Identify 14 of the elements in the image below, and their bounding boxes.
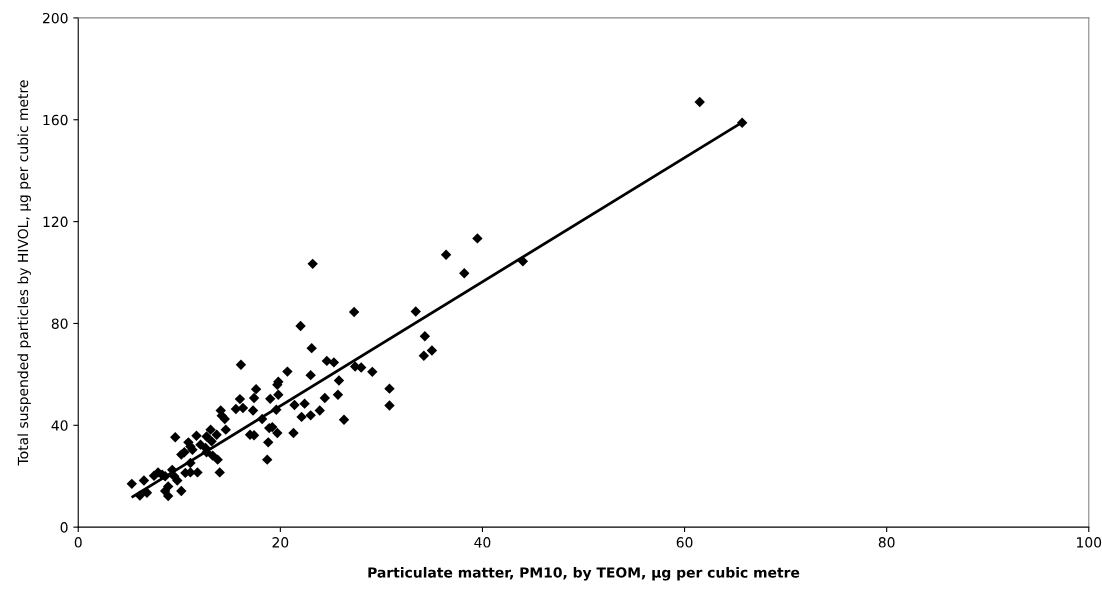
y-axis-title: Total suspended particles by HIVOL, µg per cubic metre xyxy=(17,80,31,466)
x-tick-label: 100 xyxy=(1077,537,1102,548)
x-tick-label: 80 xyxy=(878,537,895,548)
y-tick-label: 120 xyxy=(43,216,68,228)
x-tick-label: 0 xyxy=(74,537,82,548)
x-tick-label: 60 xyxy=(676,537,693,548)
y-tick-label: 200 xyxy=(43,12,68,24)
x-tick-label: 40 xyxy=(474,537,491,548)
y-tick-label: 160 xyxy=(43,114,68,126)
y-tick-label: 80 xyxy=(51,318,68,329)
x-axis-title: Particulate matter, PM10, by TEOM, µg per cubic metre xyxy=(368,566,800,581)
y-tick-label: 0 xyxy=(60,522,68,533)
x-tick-label: 20 xyxy=(272,537,289,548)
y-tick-label: 40 xyxy=(51,420,68,431)
